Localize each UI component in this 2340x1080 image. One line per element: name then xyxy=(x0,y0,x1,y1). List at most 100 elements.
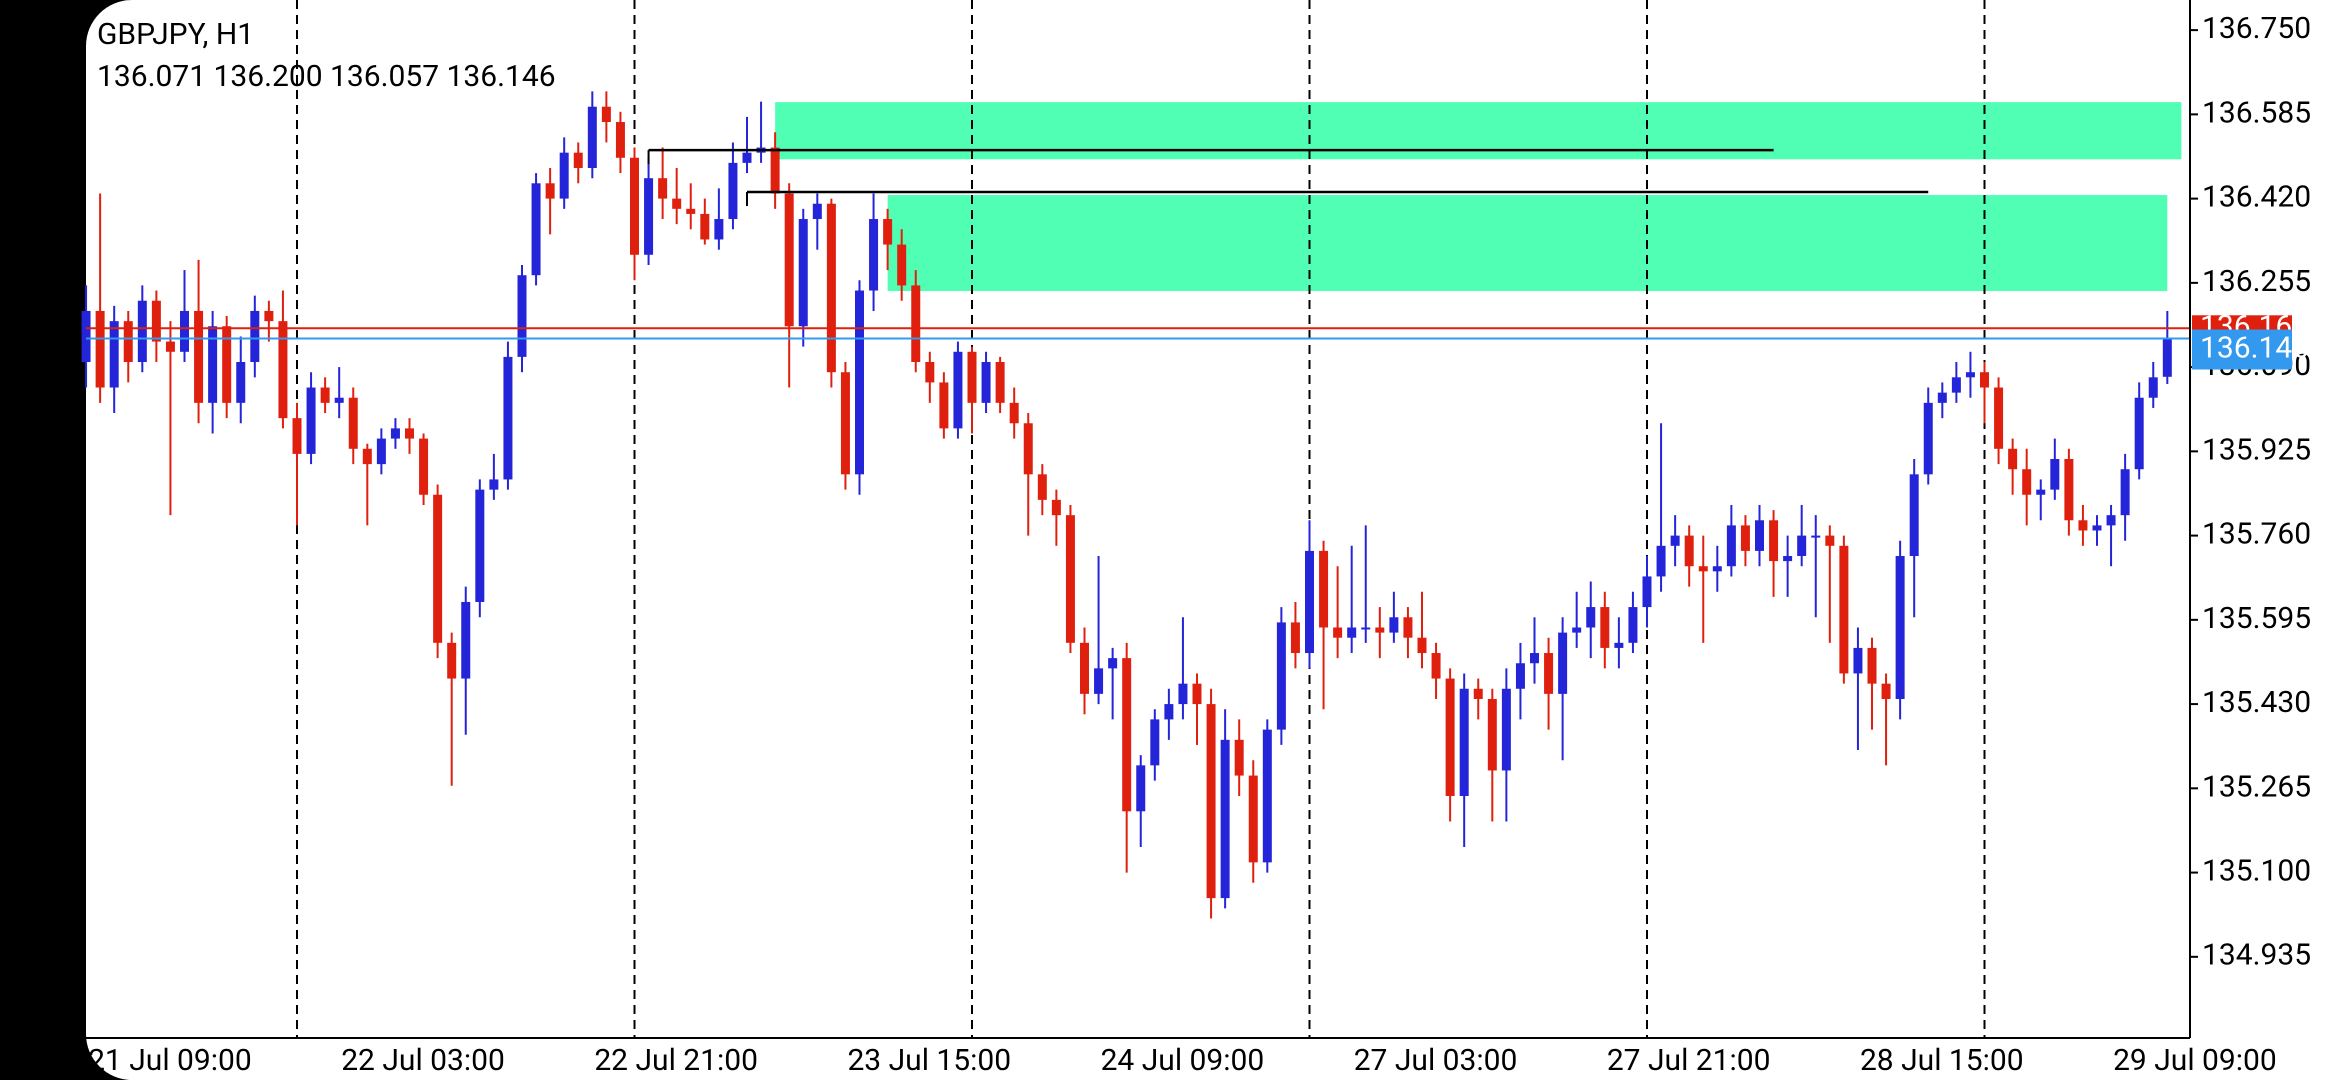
candle-body xyxy=(1248,775,1258,863)
candle xyxy=(630,147,639,281)
candle xyxy=(306,372,316,465)
candle-body xyxy=(1065,515,1075,643)
candle xyxy=(348,387,358,465)
candle xyxy=(1473,678,1483,720)
candle-body xyxy=(1881,683,1891,699)
x-tick-label: 22 Jul 03:00 xyxy=(341,1043,505,1078)
candle-body xyxy=(1108,658,1118,669)
candle xyxy=(1178,617,1188,720)
candle xyxy=(1530,617,1539,684)
candle xyxy=(123,310,133,383)
bid-label: 136.146 xyxy=(2200,330,2309,365)
candle-body xyxy=(1473,688,1483,699)
candle-body xyxy=(601,106,611,123)
candle xyxy=(1755,504,1764,567)
candle-body xyxy=(1544,653,1554,694)
candle xyxy=(1839,535,1849,684)
candle xyxy=(264,300,274,342)
candle-body xyxy=(840,372,850,475)
candle-body xyxy=(658,178,668,199)
candle xyxy=(1642,556,1652,628)
candle-body xyxy=(2134,397,2144,470)
candle-body xyxy=(615,122,625,158)
candle-body xyxy=(644,178,654,255)
candle xyxy=(1445,668,1455,822)
candle-body xyxy=(1234,739,1244,776)
candle xyxy=(1023,413,1033,536)
candle-body xyxy=(1712,566,1722,572)
candle-body xyxy=(151,300,161,342)
candle-body xyxy=(1572,627,1582,633)
candle xyxy=(1305,520,1314,669)
candle xyxy=(1220,709,1230,909)
candle xyxy=(419,433,429,505)
candle-body xyxy=(1094,668,1104,694)
candle-body xyxy=(1431,653,1441,679)
candle-body xyxy=(1515,663,1525,689)
x-tick-label: 29 Jul 09:00 xyxy=(2113,1043,2277,1078)
candle xyxy=(1051,489,1061,546)
candle xyxy=(1965,351,1975,398)
candle-body xyxy=(1319,550,1329,628)
candle xyxy=(658,147,668,220)
candle-body xyxy=(742,152,752,163)
candle xyxy=(2106,504,2116,567)
candle-body xyxy=(2008,448,2018,470)
candle-body xyxy=(587,106,597,168)
candle xyxy=(1080,627,1089,715)
candle xyxy=(1684,525,1694,587)
y-tick-label: 136.255 xyxy=(2202,264,2311,299)
candle xyxy=(180,270,189,362)
y-tick-label: 136.420 xyxy=(2202,180,2311,215)
candle-body xyxy=(1220,739,1230,899)
candle xyxy=(981,351,991,414)
candle xyxy=(1558,617,1568,761)
candle xyxy=(1009,387,1019,439)
candle xyxy=(475,479,485,618)
candle xyxy=(812,193,822,250)
candle-body xyxy=(1951,377,1961,393)
candle-body xyxy=(770,147,780,194)
candle xyxy=(1923,387,1933,485)
y-tick-label: 135.100 xyxy=(2202,853,2311,888)
candle-body xyxy=(2050,459,2060,490)
candle xyxy=(1065,504,1075,654)
x-tick-label: 21 Jul 09:00 xyxy=(88,1043,252,1078)
candle-body xyxy=(1586,607,1596,628)
candle-body xyxy=(1290,622,1300,654)
candle xyxy=(1487,688,1497,822)
candle-body xyxy=(911,285,921,362)
candle xyxy=(714,188,724,250)
candle xyxy=(644,157,654,265)
candle-body xyxy=(137,300,147,362)
candle xyxy=(1811,515,1821,618)
candle xyxy=(151,290,161,362)
candle xyxy=(1895,540,1905,720)
candle xyxy=(1670,515,1680,567)
candle-body xyxy=(1684,535,1694,567)
candle xyxy=(1262,719,1272,873)
candle xyxy=(1853,627,1863,751)
candle-body xyxy=(1923,402,1933,475)
candle-body xyxy=(1839,545,1849,674)
candle xyxy=(1614,617,1624,669)
y-tick-label: 135.760 xyxy=(2202,517,2311,552)
candle-body xyxy=(447,642,457,679)
candle-body xyxy=(2022,469,2032,495)
candle-body xyxy=(180,310,189,352)
candle xyxy=(2134,382,2144,480)
candle-body xyxy=(531,183,541,276)
candle xyxy=(911,270,921,373)
candle xyxy=(1994,377,2004,465)
candle xyxy=(1094,556,1104,705)
candle xyxy=(939,372,949,439)
candle xyxy=(1797,504,1807,567)
ohlc-readout: 136.071 136.200 136.057 136.146 xyxy=(97,59,556,94)
candle xyxy=(1726,504,1736,577)
candle xyxy=(2022,448,2032,526)
candle-body xyxy=(1980,372,1989,388)
candle xyxy=(728,142,738,230)
candle xyxy=(1867,637,1877,730)
candle xyxy=(742,116,752,174)
bid-label-box xyxy=(2192,329,2292,370)
